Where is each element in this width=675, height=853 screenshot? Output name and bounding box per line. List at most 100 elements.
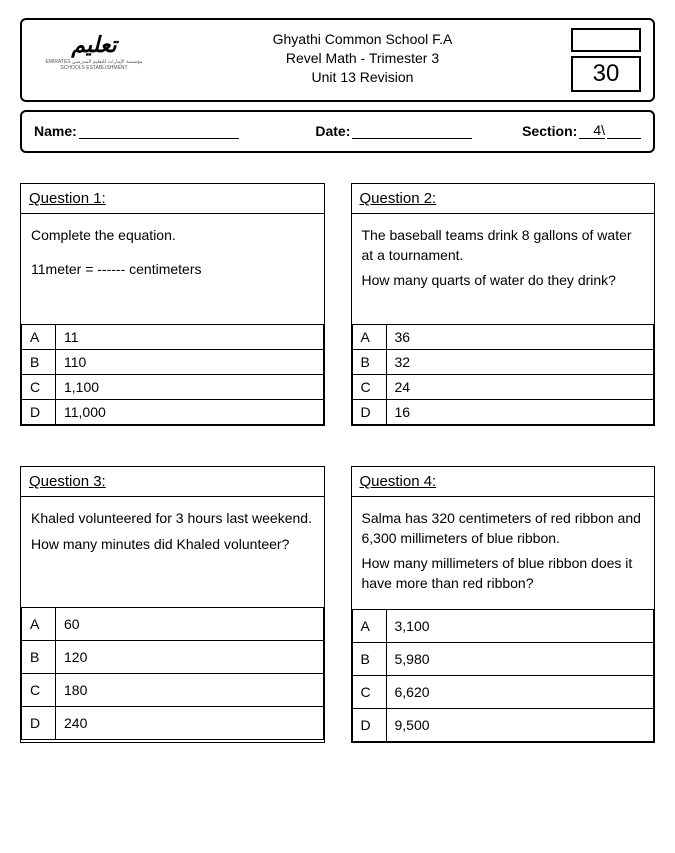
option-value: 240	[56, 707, 324, 740]
option-row: C180	[22, 674, 324, 707]
option-row: B110	[22, 350, 324, 375]
name-blank-line	[79, 125, 239, 139]
section-blank-before	[579, 125, 593, 139]
option-row: D11,000	[22, 400, 324, 425]
option-row: C24	[352, 375, 654, 400]
options-table: A3,100 B5,980 C6,620 D9,500	[352, 609, 655, 742]
question-body: The baseball teams drink 8 gallons of wa…	[352, 214, 655, 324]
question-body: Salma has 320 centimeters of red ribbon …	[352, 497, 655, 609]
option-letter: A	[22, 325, 56, 350]
questions-grid: Question 1: Complete the equation. 11met…	[20, 183, 655, 743]
option-row: A60	[22, 608, 324, 641]
title-line-1: Ghyathi Common School F.A	[154, 30, 571, 49]
question-body: Complete the equation. 11meter = ------ …	[21, 214, 324, 324]
prompt-line: 11meter = ------ centimeters	[31, 260, 314, 280]
student-info-box: Name: Date: Section: 4\	[20, 110, 655, 153]
options-table: A36 B32 C24 D16	[352, 324, 655, 425]
question-header: Question 2:	[352, 184, 655, 214]
option-letter: C	[352, 676, 386, 709]
prompt-line: The baseball teams drink 8 gallons of wa…	[362, 226, 645, 265]
question-1: Question 1: Complete the equation. 11met…	[20, 183, 325, 426]
title-line-2: Revel Math - Trimester 3	[154, 49, 571, 68]
option-letter: B	[22, 641, 56, 674]
option-letter: A	[22, 608, 56, 641]
option-row: B120	[22, 641, 324, 674]
option-value: 32	[386, 350, 654, 375]
section-value: 4\	[593, 122, 605, 139]
logo-text: تعليم	[71, 32, 116, 58]
option-value: 6,620	[386, 676, 654, 709]
section-field-group: Section: 4\	[522, 122, 641, 139]
question-2: Question 2: The baseball teams drink 8 g…	[351, 183, 656, 426]
question-number: Question 2:	[360, 190, 437, 207]
score-empty-box	[571, 28, 641, 52]
question-body: Khaled volunteered for 3 hours last week…	[21, 497, 324, 607]
question-3: Question 3: Khaled volunteered for 3 hou…	[20, 466, 325, 743]
option-value: 11	[56, 325, 324, 350]
prompt-line: How many minutes did Khaled volunteer?	[31, 535, 314, 555]
prompt-line: Salma has 320 centimeters of red ribbon …	[362, 509, 645, 548]
option-letter: D	[22, 400, 56, 425]
option-letter: C	[22, 674, 56, 707]
option-row: C1,100	[22, 375, 324, 400]
score-total: 30	[571, 56, 641, 92]
option-value: 11,000	[56, 400, 324, 425]
section-blank-after	[607, 125, 641, 139]
option-letter: D	[22, 707, 56, 740]
option-value: 120	[56, 641, 324, 674]
option-row: D240	[22, 707, 324, 740]
prompt-line: How many quarts of water do they drink?	[362, 271, 645, 291]
score-area: 30	[571, 28, 641, 92]
question-header: Question 1:	[21, 184, 324, 214]
option-row: D9,500	[352, 709, 654, 742]
question-header: Question 4:	[352, 467, 655, 497]
worksheet-header: تعليم مؤسسة الإمارات للتعليم المدرسي EMI…	[20, 18, 655, 102]
name-label: Name:	[34, 123, 77, 139]
option-letter: A	[352, 610, 386, 643]
name-field-group: Name:	[34, 122, 295, 139]
option-letter: B	[22, 350, 56, 375]
option-letter: C	[22, 375, 56, 400]
date-label: Date:	[315, 123, 350, 139]
date-field-group: Date:	[315, 122, 502, 139]
prompt-line: How many millimeters of blue ribbon does…	[362, 554, 645, 593]
question-number: Question 3:	[29, 473, 106, 490]
option-row: A36	[352, 325, 654, 350]
question-4: Question 4: Salma has 320 centimeters of…	[351, 466, 656, 743]
option-letter: D	[352, 400, 386, 425]
option-row: C6,620	[352, 676, 654, 709]
option-value: 5,980	[386, 643, 654, 676]
option-value: 60	[56, 608, 324, 641]
option-value: 180	[56, 674, 324, 707]
date-blank-line	[352, 125, 472, 139]
option-letter: B	[352, 643, 386, 676]
option-value: 1,100	[56, 375, 324, 400]
question-number: Question 1:	[29, 190, 106, 207]
option-letter: C	[352, 375, 386, 400]
option-row: B32	[352, 350, 654, 375]
question-number: Question 4:	[360, 473, 437, 490]
title-line-3: Unit 13 Revision	[154, 68, 571, 87]
section-label: Section:	[522, 123, 577, 139]
option-value: 24	[386, 375, 654, 400]
prompt-line: Khaled volunteered for 3 hours last week…	[31, 509, 314, 529]
question-header: Question 3:	[21, 467, 324, 497]
option-value: 9,500	[386, 709, 654, 742]
option-row: D16	[352, 400, 654, 425]
option-row: B5,980	[352, 643, 654, 676]
option-row: A11	[22, 325, 324, 350]
prompt-line: Complete the equation.	[31, 226, 314, 246]
option-value: 3,100	[386, 610, 654, 643]
option-letter: B	[352, 350, 386, 375]
options-table: A60 B120 C180 D240	[21, 607, 324, 740]
option-value: 36	[386, 325, 654, 350]
option-row: A3,100	[352, 610, 654, 643]
title-area: Ghyathi Common School F.A Revel Math - T…	[154, 28, 571, 87]
logo-area: تعليم مؤسسة الإمارات للتعليم المدرسي EMI…	[34, 28, 154, 71]
option-value: 16	[386, 400, 654, 425]
option-letter: D	[352, 709, 386, 742]
option-letter: A	[352, 325, 386, 350]
options-table: A11 B110 C1,100 D11,000	[21, 324, 324, 425]
option-value: 110	[56, 350, 324, 375]
logo-subtext: مؤسسة الإمارات للتعليم المدرسي EMIRATES …	[34, 60, 154, 71]
